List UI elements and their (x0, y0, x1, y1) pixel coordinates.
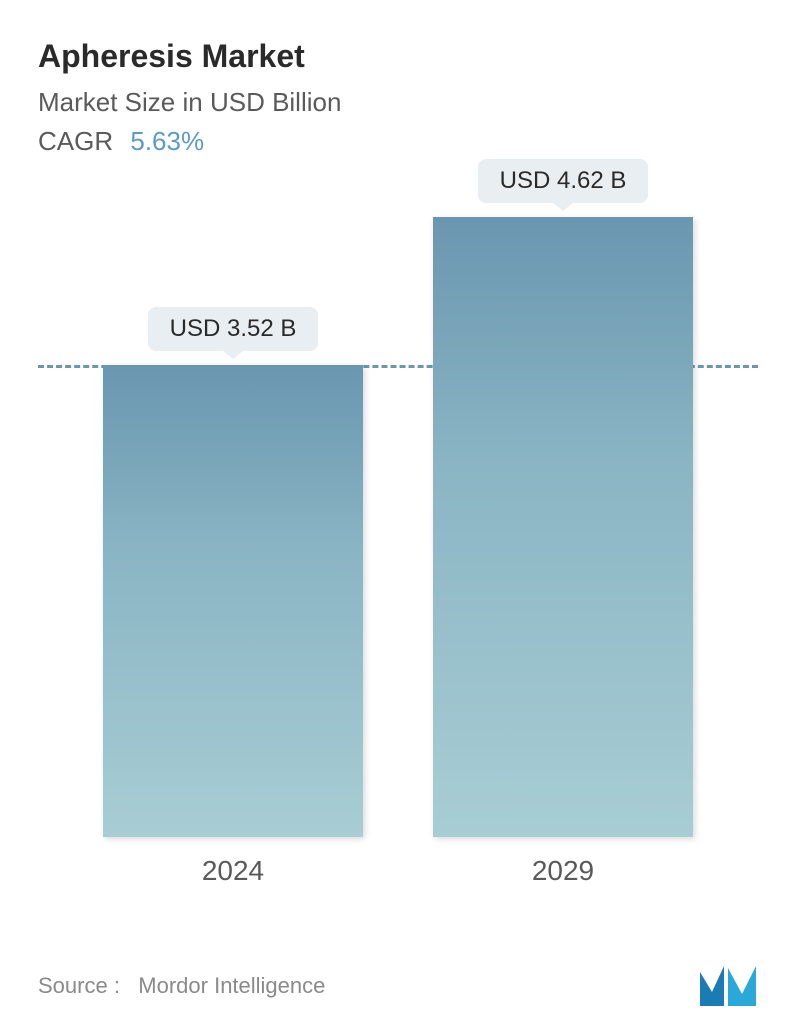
chart-container: Apheresis Market Market Size in USD Bill… (0, 0, 796, 1034)
source-text: Source : Mordor Intelligence (38, 973, 325, 999)
chart-area: USD 3.52 B 2024 USD 4.62 B 2029 (38, 217, 758, 897)
footer: Source : Mordor Intelligence (38, 964, 758, 1008)
bar-0 (103, 365, 363, 837)
x-label-1: 2029 (532, 855, 594, 887)
brand-logo-icon (698, 964, 758, 1008)
bar-group-1: USD 4.62 B 2029 (423, 159, 703, 837)
chart-title: Apheresis Market (38, 38, 758, 75)
cagr-row: CAGR 5.63% (38, 126, 758, 157)
source-name: Mordor Intelligence (138, 973, 325, 998)
bar-group-0: USD 3.52 B 2024 (93, 307, 373, 837)
cagr-label: CAGR (38, 126, 113, 156)
value-badge-1: USD 4.62 B (478, 159, 649, 203)
bar-1 (433, 217, 693, 837)
value-badge-0: USD 3.52 B (148, 307, 319, 351)
bars-wrap: USD 3.52 B 2024 USD 4.62 B 2029 (38, 217, 758, 837)
source-label: Source : (38, 973, 120, 998)
cagr-value: 5.63% (130, 126, 204, 156)
chart-subtitle: Market Size in USD Billion (38, 87, 758, 118)
x-label-0: 2024 (202, 855, 264, 887)
